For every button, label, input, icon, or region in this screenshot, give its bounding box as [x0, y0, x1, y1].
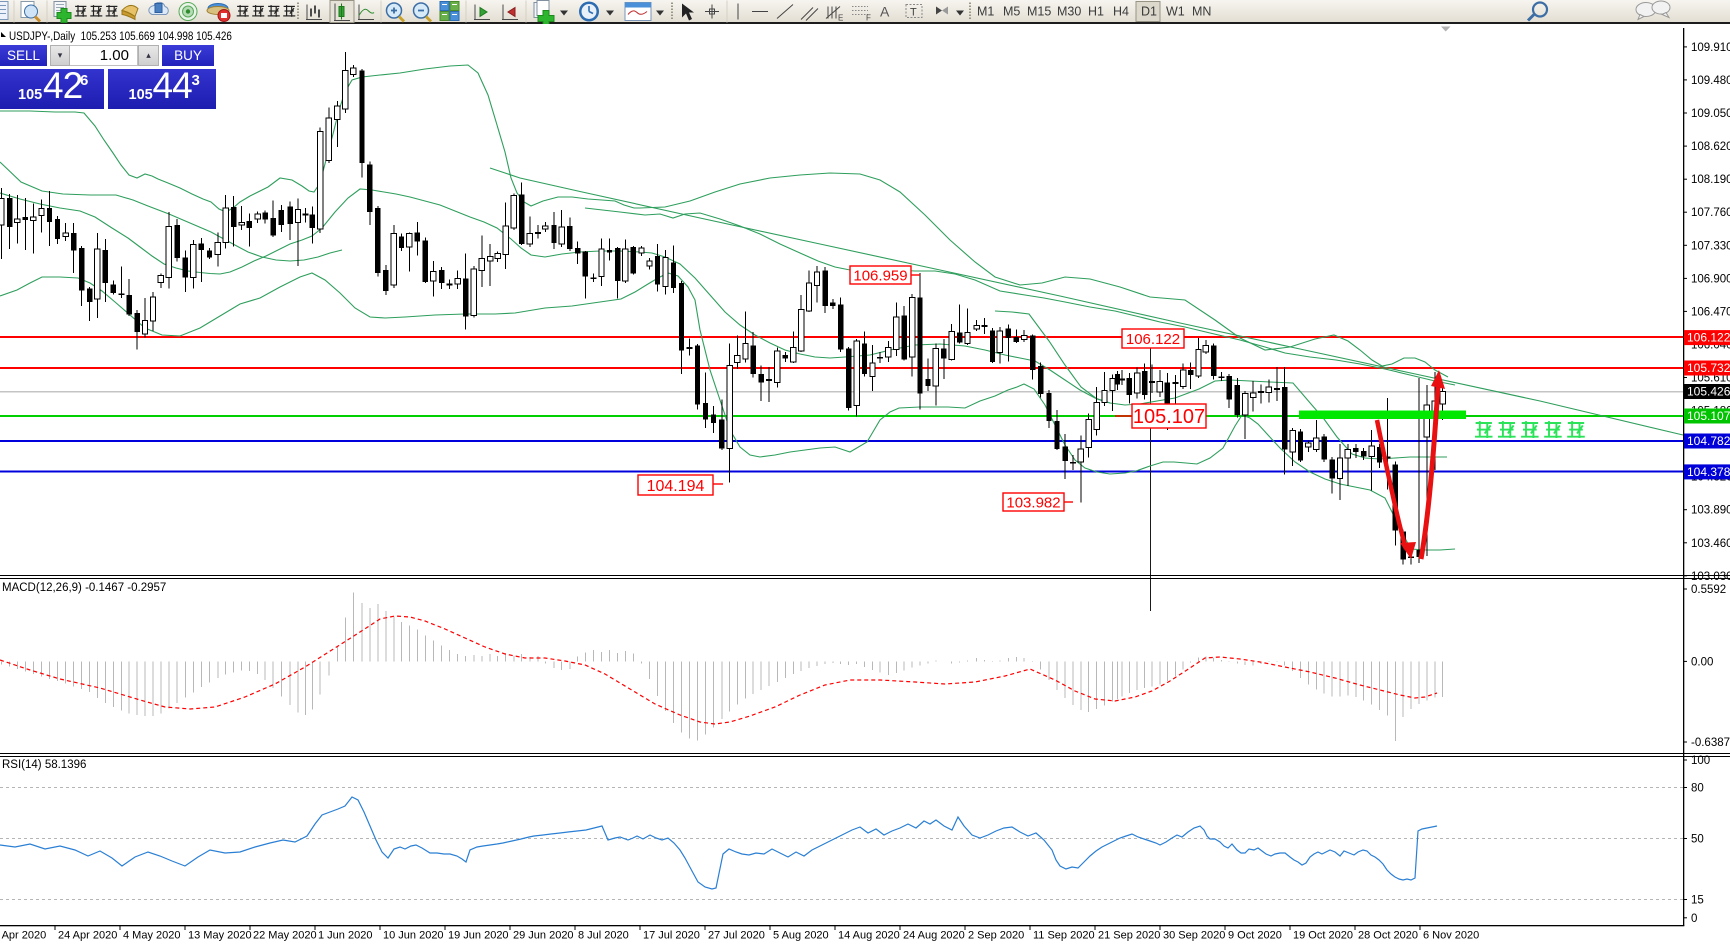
svg-text:105.732: 105.732 [1687, 361, 1730, 375]
svg-text:14 Aug 2020: 14 Aug 2020 [838, 930, 900, 942]
svg-text:22 May 2020: 22 May 2020 [253, 930, 317, 942]
svg-text:24 Apr 2020: 24 Apr 2020 [58, 930, 117, 942]
svg-text:M15: M15 [1027, 5, 1051, 19]
svg-text:M5: M5 [1003, 5, 1020, 19]
svg-text:50: 50 [1691, 834, 1704, 846]
svg-text:6 Apr 2020: 6 Apr 2020 [0, 930, 46, 942]
svg-text:103.982: 103.982 [1006, 494, 1060, 511]
svg-text:H4: H4 [1113, 5, 1129, 19]
svg-text:107.330: 107.330 [1691, 240, 1730, 252]
svg-text:106.959: 106.959 [853, 267, 907, 284]
svg-text:19 Oct 2020: 19 Oct 2020 [1293, 930, 1353, 942]
svg-text:105.426: 105.426 [1687, 385, 1730, 399]
svg-text:109.910: 109.910 [1691, 42, 1730, 54]
svg-text:9 Oct 2020: 9 Oct 2020 [1228, 930, 1282, 942]
svg-text:100: 100 [1691, 755, 1710, 767]
svg-text:1 Jun 2020: 1 Jun 2020 [318, 930, 372, 942]
svg-text:104.782: 104.782 [1687, 434, 1730, 448]
svg-text:11 Sep 2020: 11 Sep 2020 [1033, 930, 1095, 942]
svg-text:28 Oct 2020: 28 Oct 2020 [1358, 930, 1418, 942]
svg-text:108.190: 108.190 [1691, 174, 1730, 186]
svg-text:27 Jul 2020: 27 Jul 2020 [708, 930, 765, 942]
svg-text:106.122: 106.122 [1126, 331, 1180, 348]
svg-text:17 Jul 2020: 17 Jul 2020 [643, 930, 700, 942]
svg-text:2 Sep 2020: 2 Sep 2020 [968, 930, 1024, 942]
svg-text:80: 80 [1691, 783, 1704, 795]
svg-text:M1: M1 [977, 5, 994, 19]
svg-text:8 Jul 2020: 8 Jul 2020 [578, 930, 629, 942]
svg-text:21 Sep 2020: 21 Sep 2020 [1098, 930, 1160, 942]
svg-text:103.030: 103.030 [1691, 571, 1730, 583]
svg-text:0: 0 [1691, 913, 1697, 925]
svg-text:105.107: 105.107 [1133, 406, 1205, 428]
svg-text:104.194: 104.194 [647, 478, 705, 495]
svg-text:106.900: 106.900 [1691, 273, 1730, 285]
svg-text:29 Jun 2020: 29 Jun 2020 [513, 930, 574, 942]
svg-text:H1: H1 [1088, 5, 1104, 19]
svg-text:108.620: 108.620 [1691, 141, 1730, 153]
svg-text:T: T [910, 7, 917, 19]
svg-text:D1: D1 [1141, 5, 1157, 19]
svg-text:-0.6387: -0.6387 [1691, 737, 1730, 749]
svg-text:106.122: 106.122 [1687, 331, 1730, 345]
svg-text:13 May 2020: 13 May 2020 [188, 930, 252, 942]
svg-text:0.5592: 0.5592 [1691, 584, 1726, 596]
svg-text:19 Jun 2020: 19 Jun 2020 [448, 930, 509, 942]
svg-text:F: F [866, 14, 871, 23]
svg-text:6 Nov 2020: 6 Nov 2020 [1423, 930, 1479, 942]
svg-text:MN: MN [1192, 5, 1211, 19]
svg-text:M30: M30 [1057, 5, 1081, 19]
svg-text:30 Sep 2020: 30 Sep 2020 [1163, 930, 1225, 942]
svg-text:W1: W1 [1166, 5, 1185, 19]
svg-text:RSI(14) 58.1396: RSI(14) 58.1396 [2, 759, 86, 771]
svg-text:105.107: 105.107 [1687, 409, 1730, 423]
svg-text:15: 15 [1691, 895, 1704, 907]
svg-text:5 Aug 2020: 5 Aug 2020 [773, 930, 829, 942]
svg-text:103.460: 103.460 [1691, 538, 1730, 550]
svg-text:A: A [880, 4, 890, 20]
svg-text:106.470: 106.470 [1691, 306, 1730, 318]
svg-text:0.00: 0.00 [1691, 656, 1713, 668]
svg-text:4 May 2020: 4 May 2020 [123, 930, 180, 942]
svg-text:104.378: 104.378 [1687, 465, 1730, 479]
svg-text:MACD(12,26,9) -0.1467 -0.2957: MACD(12,26,9) -0.1467 -0.2957 [2, 582, 166, 594]
svg-text:24 Aug 2020: 24 Aug 2020 [903, 930, 965, 942]
svg-text:USDJPY-,Daily 105.253 105.669: USDJPY-,Daily 105.253 105.669 104.998 10… [9, 30, 232, 43]
svg-text:109.480: 109.480 [1691, 75, 1730, 87]
svg-text:107.760: 107.760 [1691, 207, 1730, 219]
svg-text:10 Jun 2020: 10 Jun 2020 [383, 930, 444, 942]
svg-text:E: E [838, 14, 843, 23]
svg-text:109.050: 109.050 [1691, 108, 1730, 120]
svg-text:103.890: 103.890 [1691, 505, 1730, 517]
